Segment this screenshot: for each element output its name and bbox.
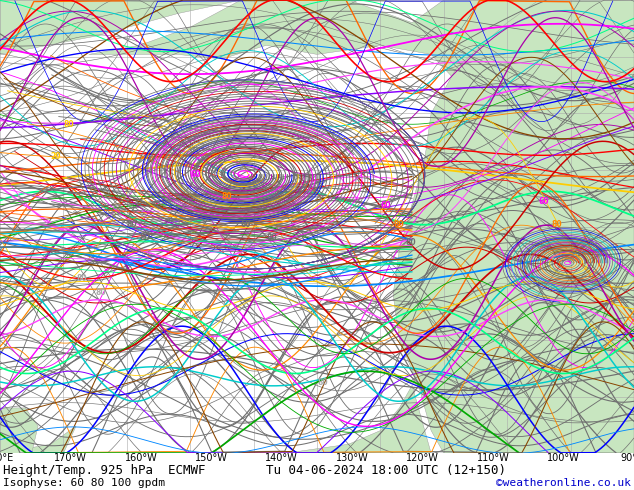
Text: 180°E: 180°E	[0, 453, 15, 463]
Text: 130°W: 130°W	[336, 453, 368, 463]
Text: 80: 80	[63, 120, 74, 129]
Text: 80: 80	[266, 233, 277, 242]
Text: 80: 80	[222, 193, 233, 201]
Text: 80: 80	[139, 233, 150, 242]
Text: 80: 80	[317, 378, 328, 387]
Text: 150°W: 150°W	[195, 453, 228, 463]
Text: 90°W: 90°W	[621, 453, 634, 463]
Text: ©weatheronline.co.uk: ©weatheronline.co.uk	[496, 478, 631, 488]
Text: Isophyse: 60 80 100 gpdm: Isophyse: 60 80 100 gpdm	[3, 478, 165, 488]
Text: 60: 60	[539, 197, 550, 206]
Text: 110°W: 110°W	[477, 453, 510, 463]
Text: 120°W: 120°W	[406, 453, 439, 463]
Text: 60: 60	[190, 170, 201, 179]
Polygon shape	[0, 426, 76, 453]
Text: 80: 80	[393, 220, 404, 229]
Text: 60: 60	[241, 220, 252, 229]
Text: 20: 20	[51, 151, 61, 161]
Text: 80: 80	[406, 238, 417, 247]
Text: 170°W: 170°W	[54, 453, 87, 463]
Text: 80: 80	[76, 274, 87, 283]
Text: 100°W: 100°W	[547, 453, 580, 463]
Text: 140°W: 140°W	[266, 453, 298, 463]
Polygon shape	[393, 0, 634, 453]
Text: 160°W: 160°W	[124, 453, 157, 463]
Polygon shape	[89, 0, 634, 82]
Polygon shape	[138, 255, 143, 257]
Polygon shape	[0, 408, 38, 453]
Text: 80: 80	[552, 220, 562, 229]
Polygon shape	[285, 385, 431, 453]
Text: Height/Temp. 925 hPa  ECMWF: Height/Temp. 925 hPa ECMWF	[3, 464, 205, 477]
Polygon shape	[0, 0, 241, 54]
Text: 80: 80	[127, 220, 138, 229]
Text: Tu 04-06-2024 18:00 UTC (12+150): Tu 04-06-2024 18:00 UTC (12+150)	[266, 464, 507, 477]
Text: 60: 60	[380, 201, 391, 211]
Polygon shape	[146, 256, 150, 259]
Text: 80: 80	[95, 288, 106, 296]
